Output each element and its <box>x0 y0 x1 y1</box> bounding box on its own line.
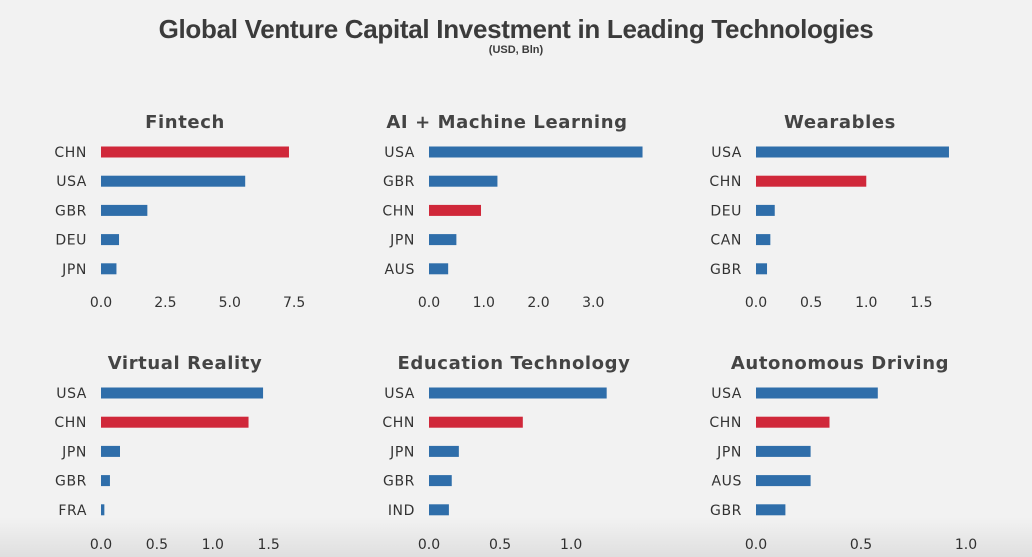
bar <box>101 204 148 216</box>
category-label: CHN <box>709 174 742 190</box>
bar <box>756 387 878 399</box>
x-tick-label: 0.5 <box>146 537 168 553</box>
bar <box>101 504 105 516</box>
category-label: GBR <box>710 262 742 278</box>
bar <box>429 416 523 428</box>
bar <box>756 504 786 516</box>
category-label: USA <box>56 174 87 190</box>
bar <box>756 175 867 187</box>
bar <box>756 234 771 246</box>
x-tick-label: 0.0 <box>418 295 440 311</box>
category-label: CHN <box>382 203 415 219</box>
bar <box>101 445 120 457</box>
category-label: GBR <box>710 503 742 519</box>
x-tick-label: 1.0 <box>473 295 495 311</box>
x-tick-label: 7.5 <box>283 295 305 311</box>
category-label: CHN <box>54 415 87 431</box>
panel-title: Education Technology <box>398 353 631 374</box>
bar <box>101 234 120 246</box>
bar <box>756 263 768 275</box>
bar <box>101 146 289 158</box>
bar <box>101 475 110 487</box>
x-tick-label: 3.0 <box>582 295 604 311</box>
category-label: JPN <box>389 233 415 249</box>
panel-title: AI + Machine Learning <box>386 112 627 133</box>
category-label: JPN <box>389 444 415 460</box>
panel-title: Virtual Reality <box>108 353 263 374</box>
bar <box>429 504 449 516</box>
bar <box>429 387 607 399</box>
category-label: CHN <box>382 415 415 431</box>
bar <box>429 146 643 158</box>
category-label: DEU <box>55 233 87 249</box>
bar <box>756 445 811 457</box>
category-label: CHN <box>709 415 742 431</box>
bar <box>756 475 811 487</box>
category-label: USA <box>384 386 415 402</box>
category-label: USA <box>384 145 415 161</box>
category-label: IND <box>388 503 415 519</box>
category-label: AUS <box>711 474 742 490</box>
x-tick-label: 0.5 <box>850 537 872 553</box>
category-label: DEU <box>710 203 742 219</box>
x-tick-label: 0.0 <box>418 537 440 553</box>
bar <box>429 175 498 187</box>
x-tick-label: 5.0 <box>219 295 241 311</box>
bar <box>429 475 452 487</box>
category-label: USA <box>711 145 742 161</box>
category-label: GBR <box>383 174 415 190</box>
category-label: USA <box>711 386 742 402</box>
x-tick-label: 0.5 <box>800 295 822 311</box>
category-label: USA <box>56 386 87 402</box>
x-tick-label: 1.0 <box>855 295 877 311</box>
category-label: FRA <box>58 503 87 519</box>
x-tick-label: 0.5 <box>489 537 511 553</box>
category-label: JPN <box>61 444 87 460</box>
x-tick-label: 1.0 <box>560 537 582 553</box>
bar <box>101 416 249 428</box>
bar <box>101 175 246 187</box>
x-tick-label: 1.5 <box>258 537 280 553</box>
bar <box>429 234 457 246</box>
panel-title: Autonomous Driving <box>731 353 949 374</box>
panel-title: Wearables <box>784 112 896 133</box>
x-tick-label: 1.5 <box>910 295 932 311</box>
category-label: GBR <box>55 203 87 219</box>
bar <box>101 387 264 399</box>
bar <box>756 146 949 158</box>
x-tick-label: 2.0 <box>527 295 549 311</box>
x-tick-label: 0.0 <box>90 295 112 311</box>
bar <box>429 263 449 275</box>
category-label: CAN <box>710 233 742 249</box>
category-label: JPN <box>716 444 742 460</box>
panel-title: Fintech <box>145 112 225 133</box>
chart-subtitle: (USD, Bln) <box>488 44 544 56</box>
bar <box>429 445 459 457</box>
x-tick-label: 0.0 <box>745 537 767 553</box>
chart-title: Global Venture Capital Investment in Lea… <box>158 14 874 44</box>
category-label: GBR <box>55 474 87 490</box>
category-label: GBR <box>383 474 415 490</box>
x-tick-label: 1.0 <box>955 537 977 553</box>
category-label: JPN <box>61 262 87 278</box>
x-tick-label: 2.5 <box>154 295 176 311</box>
category-label: CHN <box>54 145 87 161</box>
bar <box>756 204 775 216</box>
x-tick-label: 1.0 <box>202 537 224 553</box>
category-label: AUS <box>384 262 415 278</box>
bar <box>101 263 117 275</box>
bar <box>429 204 482 216</box>
x-tick-label: 0.0 <box>745 295 767 311</box>
bar <box>756 416 830 428</box>
x-tick-label: 0.0 <box>90 537 112 553</box>
